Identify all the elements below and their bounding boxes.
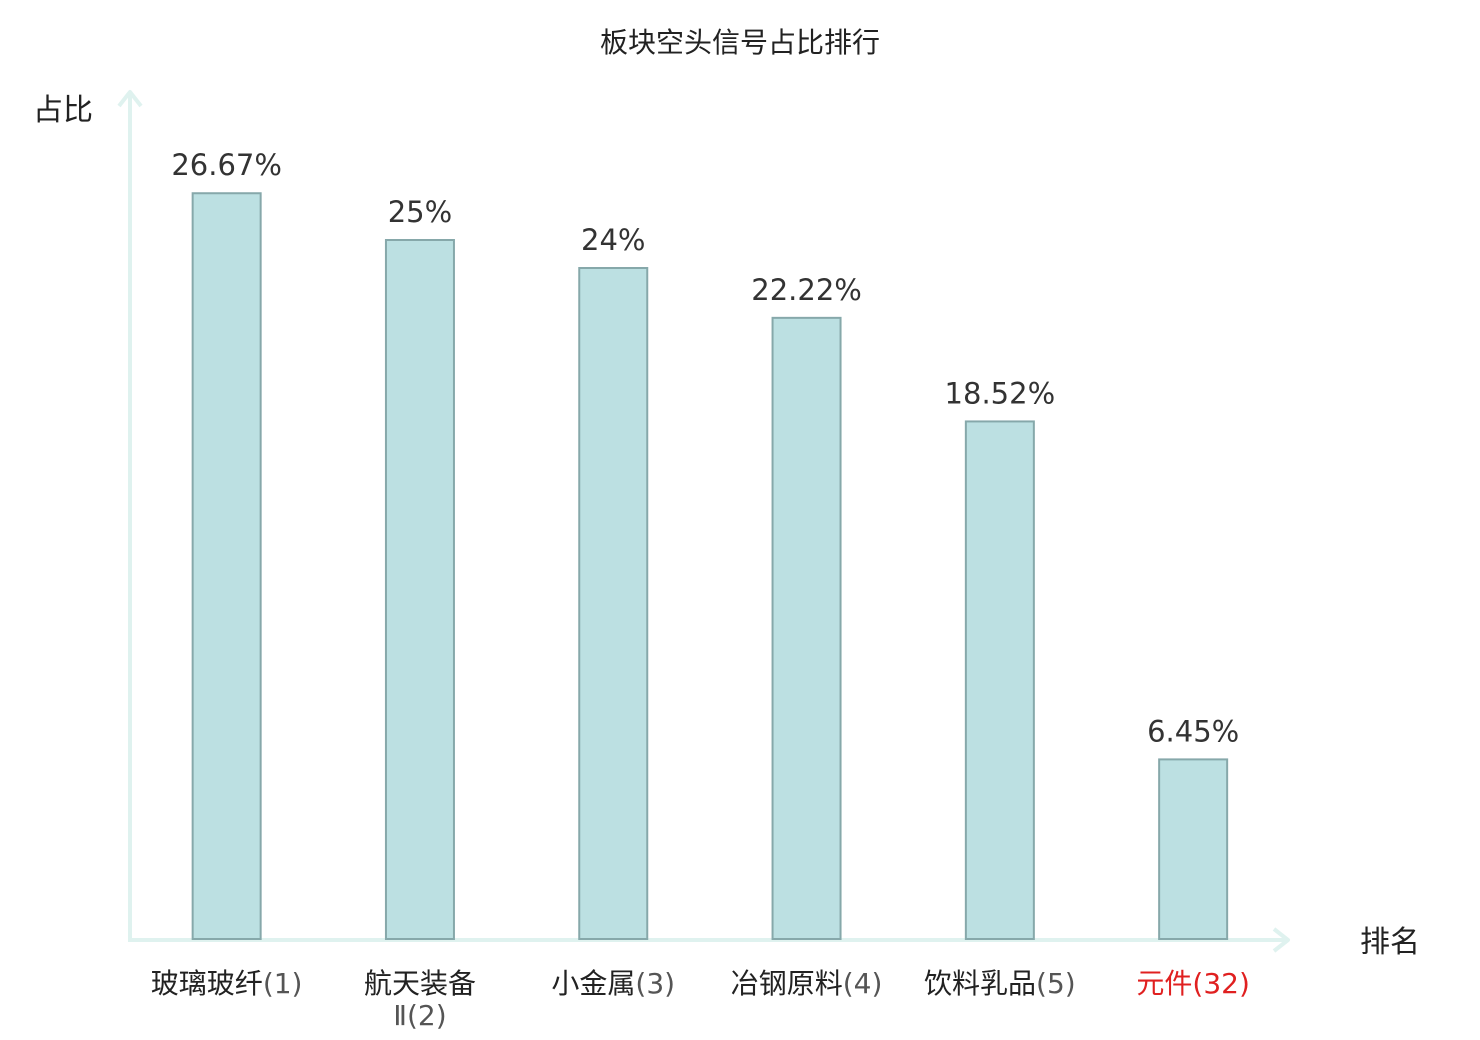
category-name-3: 小金属: [551, 967, 635, 1000]
bar-3: [578, 267, 649, 940]
chart-title: 板块空头信号占比排行: [600, 26, 880, 59]
category-label-2: 航天装备: [364, 967, 476, 1000]
value-label-3: 24%: [581, 223, 645, 257]
value-labels-group: 26.67% 25% 24% 22.22% 18.52% 6.45%: [171, 148, 1239, 748]
bar-2: [384, 239, 455, 940]
value-label-1: 26.67%: [171, 148, 282, 182]
y-axis: [117, 90, 143, 940]
bar-6: [1158, 758, 1229, 941]
value-label-4: 22.22%: [751, 273, 862, 307]
category-label-line2-2: Ⅱ(2): [393, 999, 446, 1032]
category-name-2: 航天装备: [364, 967, 476, 1000]
bar-1: [191, 192, 262, 941]
y-axis-label: 占比: [33, 93, 93, 128]
category-label-3: 小金属(3): [551, 967, 675, 1000]
category-rank-2: (2): [407, 999, 447, 1032]
x-axis-label: 排名: [1360, 925, 1420, 960]
category-name-5: 饮料乳品: [924, 967, 1036, 1000]
category-rank-6: (32): [1192, 967, 1249, 1000]
x-axis: [128, 927, 1290, 953]
bars-group: [191, 192, 1229, 941]
category-rank-1: (1): [263, 967, 303, 1000]
value-label-2: 25%: [388, 195, 452, 229]
bar-5: [964, 420, 1035, 940]
category-name-1: 玻璃玻纤: [151, 967, 263, 1000]
category-rank-5: (5): [1036, 967, 1076, 1000]
category-rank-3: (3): [635, 967, 675, 1000]
bar-4: [771, 316, 842, 940]
category-label-6: 元件(32): [1136, 967, 1250, 1000]
value-label-5: 18.52%: [945, 376, 1056, 410]
category-label-4: 冶钢原料(4): [731, 967, 883, 1000]
category-name-6: 元件: [1136, 967, 1192, 1000]
value-label-6: 6.45%: [1147, 714, 1239, 748]
category-label-1: 玻璃玻纤(1): [151, 967, 303, 1000]
category-name-line2-2: Ⅱ: [393, 999, 407, 1032]
category-label-5: 饮料乳品(5): [924, 967, 1076, 1000]
category-name-4: 冶钢原料: [731, 967, 843, 1000]
category-rank-4: (4): [843, 967, 883, 1000]
